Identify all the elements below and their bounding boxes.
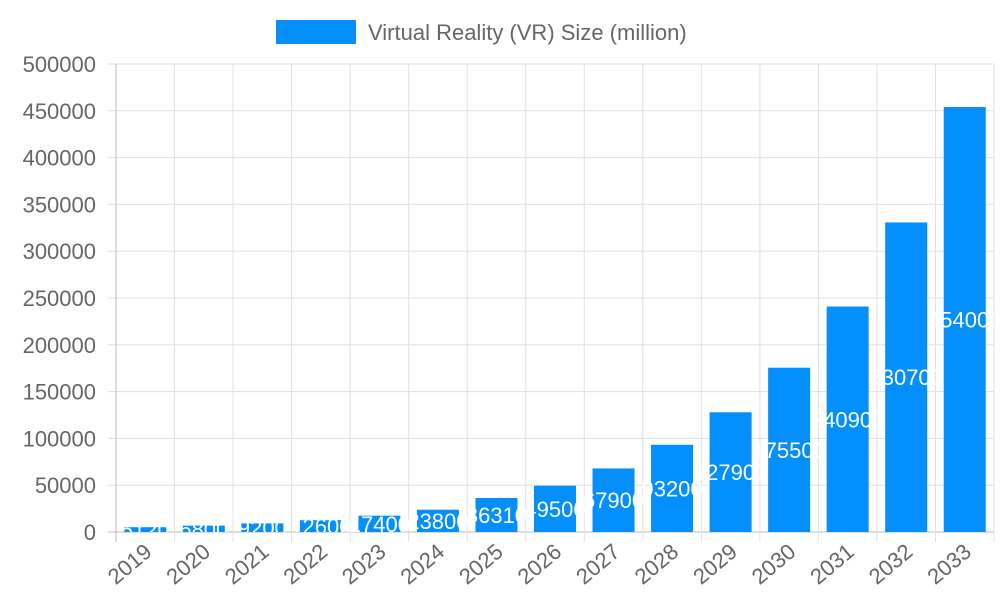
- bar: [358, 515, 401, 532]
- bar: [592, 468, 635, 532]
- x-tick-label: 2028: [630, 539, 684, 590]
- legend-swatch: [276, 20, 356, 44]
- y-tick-label: 450000: [23, 99, 96, 124]
- y-tick-label: 300000: [23, 239, 96, 264]
- data-label: 330700: [869, 365, 942, 390]
- data-label: 240900: [811, 407, 884, 432]
- x-tick-label: 2024: [396, 539, 450, 590]
- data-label: 175500: [752, 438, 825, 463]
- y-tick-label: 0: [84, 520, 96, 545]
- data-labels: 5120 6800 9200 1260017400238003631049500679…: [121, 308, 1000, 543]
- data-label: 454000: [928, 308, 1000, 333]
- bar: [475, 498, 518, 532]
- legend[interactable]: Virtual Reality (VR) Size (million): [276, 20, 687, 45]
- legend-label: Virtual Reality (VR) Size (million): [368, 20, 687, 45]
- bar: [768, 367, 811, 532]
- data-label: 5120: [121, 518, 170, 543]
- x-tick-label: 2019: [103, 539, 157, 590]
- y-tick-label: 100000: [23, 426, 96, 451]
- x-tick-label: 2027: [571, 539, 625, 590]
- bar: [651, 444, 694, 532]
- bar: [709, 412, 752, 532]
- y-tick-label: 500000: [23, 52, 96, 77]
- y-tick-label: 350000: [23, 192, 96, 217]
- grid: [108, 63, 995, 542]
- data-label: 93200: [641, 476, 702, 501]
- data-label: 67900: [583, 488, 644, 513]
- bar: [299, 520, 342, 532]
- bar: [534, 485, 576, 532]
- data-label: 36310: [466, 503, 527, 528]
- bar: [182, 525, 225, 532]
- bar: [124, 527, 167, 532]
- bar: [416, 509, 459, 532]
- x-tick-label: 2021: [220, 539, 274, 590]
- x-tick-label: 2029: [688, 539, 742, 590]
- bars: [124, 107, 986, 533]
- x-tick-label: 2031: [805, 539, 859, 590]
- x-tick-label: 2032: [864, 539, 918, 590]
- y-tick-label: 50000: [35, 473, 96, 498]
- data-label: 23800: [407, 509, 468, 534]
- data-label: 127900: [694, 460, 767, 485]
- data-label: 49500: [524, 497, 585, 522]
- y-tick-label: 400000: [23, 146, 96, 171]
- x-tick-label: 2030: [747, 539, 801, 590]
- x-tick-label: 2026: [513, 539, 567, 590]
- bar: [885, 222, 928, 533]
- x-tick-label: 2023: [337, 539, 391, 590]
- data-label: 6800: [179, 517, 228, 542]
- y-tick-label: 250000: [23, 286, 96, 311]
- x-tick-label: 2025: [454, 539, 508, 590]
- data-label: 12600: [290, 514, 351, 539]
- y-tick-label: 200000: [23, 333, 96, 358]
- data-label: 17400: [349, 512, 410, 537]
- x-tick-label: 2022: [279, 539, 333, 590]
- x-tick-label: 2020: [161, 539, 215, 590]
- y-tick-label: 150000: [23, 380, 96, 405]
- bar: [943, 107, 986, 532]
- bar: [826, 306, 869, 532]
- x-tick-label: 2033: [922, 539, 976, 590]
- bar: [241, 523, 284, 532]
- data-label: 9200: [238, 516, 287, 541]
